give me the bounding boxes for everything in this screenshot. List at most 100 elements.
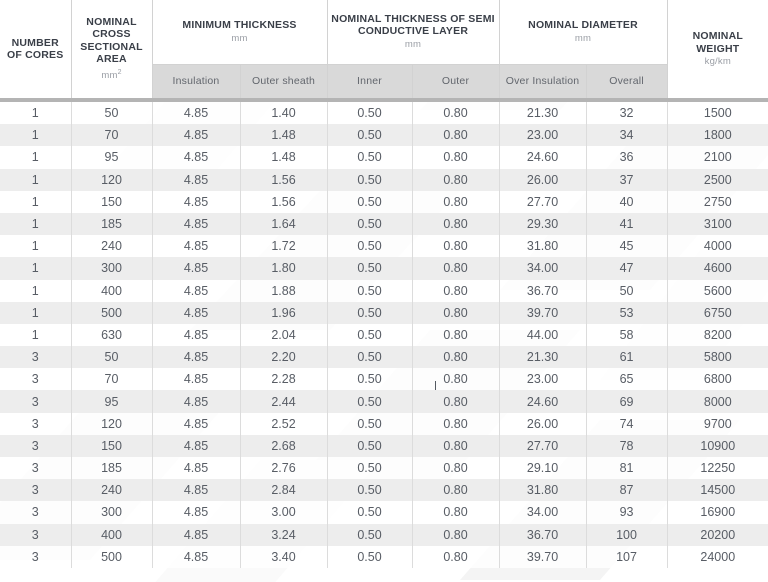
cell-nominal-weight: 2500 — [666, 168, 768, 191]
cell-outer-semi-conductive: 0.80 — [411, 412, 500, 435]
header-nominal-cross-sectional-area-label: NOMINAL CROSS SECTIONAL AREA — [80, 15, 143, 66]
cell-diameter-over-insulation: 21.30 — [498, 346, 587, 369]
cell-cores: 1 — [0, 301, 72, 324]
table-row: 1 185 4.85 1.64 0.50 0.80 29.30 41 3100 — [0, 212, 768, 236]
cell-overall-diameter: 69 — [585, 390, 668, 413]
cell-nominal-weight: 24000 — [666, 545, 768, 568]
table-row: 3 70 4.85 2.28 0.50 0.80 23.00 65 6800 — [0, 368, 768, 391]
cell-overall-diameter: 50 — [585, 279, 668, 302]
cell-insulation-thickness: 4.85 — [151, 501, 241, 524]
table-row: 1 240 4.85 1.72 0.50 0.80 31.80 45 4000 — [0, 235, 768, 258]
cell-nominal-weight: 9700 — [666, 412, 768, 435]
cell-insulation-thickness: 4.85 — [151, 479, 241, 502]
cell-overall-diameter: 45 — [585, 235, 668, 258]
header-minimum-thickness: MINIMUM THICKNESS mm — [151, 0, 328, 65]
header-minimum-thickness-unit: mm — [231, 32, 248, 44]
cell-insulation-thickness: 4.85 — [151, 168, 241, 191]
cell-overall-diameter: 47 — [585, 257, 668, 280]
cell-nominal-weight: 5600 — [666, 279, 768, 302]
cell-inner-semi-conductive: 0.50 — [326, 390, 413, 413]
cell-outer-sheath-thickness: 1.64 — [239, 212, 328, 236]
header-nominal-weight: NOMINAL WEIGHT kg/km — [666, 0, 768, 98]
cell-diameter-over-insulation: 34.00 — [498, 501, 587, 524]
cell-inner-semi-conductive: 0.50 — [326, 124, 413, 147]
cell-cross-sectional-area: 630 — [70, 323, 153, 347]
cell-outer-sheath-thickness: 2.28 — [239, 368, 328, 391]
cell-nominal-weight: 12250 — [666, 457, 768, 480]
cell-outer-sheath-thickness: 2.84 — [239, 479, 328, 502]
cell-outer-semi-conductive: 0.80 — [411, 545, 500, 568]
cell-inner-semi-conductive: 0.50 — [326, 301, 413, 324]
cell-diameter-over-insulation: 36.70 — [498, 523, 587, 546]
table-row: 1 95 4.85 1.48 0.50 0.80 24.60 36 2100 — [0, 146, 768, 169]
cell-cores: 3 — [0, 346, 72, 369]
subheader-over-insulation: Over Insulation — [498, 64, 587, 98]
cell-cross-sectional-area: 70 — [70, 368, 153, 391]
cell-diameter-over-insulation: 27.70 — [498, 190, 587, 213]
cell-insulation-thickness: 4.85 — [151, 301, 241, 324]
cell-outer-semi-conductive: 0.80 — [411, 501, 500, 524]
cell-diameter-over-insulation: 21.30 — [498, 102, 587, 125]
cable-specification-table: NUMBER OF CORES NOMINAL CROSS SECTIONAL … — [0, 0, 768, 568]
header-nominal-weight-label: NOMINAL WEIGHT — [692, 30, 743, 55]
header-minimum-thickness-label: MINIMUM THICKNESS — [182, 19, 297, 31]
cell-diameter-over-insulation: 36.70 — [498, 279, 587, 302]
cell-overall-diameter: 37 — [585, 168, 668, 191]
cell-outer-semi-conductive: 0.80 — [411, 390, 500, 413]
cell-cross-sectional-area: 240 — [70, 235, 153, 258]
cell-nominal-weight: 3100 — [666, 212, 768, 236]
cell-cross-sectional-area: 120 — [70, 412, 153, 435]
cell-inner-semi-conductive: 0.50 — [326, 190, 413, 213]
cell-inner-semi-conductive: 0.50 — [326, 212, 413, 236]
cell-outer-sheath-thickness: 2.20 — [239, 346, 328, 369]
cell-outer-semi-conductive: 0.80 — [411, 146, 500, 169]
cell-insulation-thickness: 4.85 — [151, 102, 241, 125]
cell-cores: 1 — [0, 190, 72, 213]
header-semi-conductive-layer-unit: mm — [404, 38, 422, 50]
cell-diameter-over-insulation: 39.70 — [498, 545, 587, 568]
cell-outer-semi-conductive: 0.80 — [411, 301, 500, 324]
cell-insulation-thickness: 4.85 — [151, 257, 241, 280]
table-row: 3 300 4.85 3.00 0.50 0.80 34.00 93 16900 — [0, 501, 768, 524]
cell-cores: 3 — [0, 412, 72, 435]
cell-cross-sectional-area: 185 — [70, 457, 153, 480]
cell-cores: 1 — [0, 257, 72, 280]
header-rule — [0, 98, 768, 102]
cell-insulation-thickness: 4.85 — [151, 457, 241, 480]
cell-diameter-over-insulation: 23.00 — [498, 124, 587, 147]
cell-cross-sectional-area: 50 — [70, 346, 153, 369]
cell-inner-semi-conductive: 0.50 — [326, 368, 413, 391]
cell-diameter-over-insulation: 23.00 — [498, 368, 587, 391]
table-row: 1 630 4.85 2.04 0.50 0.80 44.00 58 8200 — [0, 323, 768, 347]
table-row: 1 500 4.85 1.96 0.50 0.80 39.70 53 6750 — [0, 301, 768, 324]
cell-inner-semi-conductive: 0.50 — [326, 501, 413, 524]
cell-insulation-thickness: 4.85 — [151, 545, 241, 568]
cell-insulation-thickness: 4.85 — [151, 390, 241, 413]
cell-inner-semi-conductive: 0.50 — [326, 279, 413, 302]
cell-outer-semi-conductive: 0.80 — [411, 434, 500, 457]
table-row: 3 150 4.85 2.68 0.50 0.80 27.70 78 10900 — [0, 434, 768, 457]
table-row: 3 400 4.85 3.24 0.50 0.80 36.70 100 20200 — [0, 523, 768, 546]
cell-outer-semi-conductive: 0.80 — [411, 346, 500, 369]
cell-cross-sectional-area: 240 — [70, 479, 153, 502]
header-nominal-diameter: NOMINAL DIAMETER mm — [498, 0, 668, 65]
cell-cores: 1 — [0, 146, 72, 169]
cell-outer-semi-conductive: 0.80 — [411, 190, 500, 213]
cell-outer-semi-conductive: 0.80 — [411, 479, 500, 502]
cell-outer-semi-conductive: 0.80 — [411, 279, 500, 302]
header-group-row: NUMBER OF CORES NOMINAL CROSS SECTIONAL … — [0, 0, 768, 98]
cell-cross-sectional-area: 95 — [70, 390, 153, 413]
cell-cross-sectional-area: 400 — [70, 523, 153, 546]
header-semi-conductive-layer-label: NOMINAL THICKNESS OF SEMI CONDUCTIVE LAY… — [331, 12, 495, 38]
cell-outer-sheath-thickness: 1.56 — [239, 168, 328, 191]
cell-inner-semi-conductive: 0.50 — [326, 168, 413, 191]
cell-insulation-thickness: 4.85 — [151, 412, 241, 435]
cell-insulation-thickness: 4.85 — [151, 368, 241, 391]
cell-outer-sheath-thickness: 1.48 — [239, 124, 328, 147]
cell-cores: 3 — [0, 501, 72, 524]
table-row: 1 120 4.85 1.56 0.50 0.80 26.00 37 2500 — [0, 168, 768, 191]
cell-insulation-thickness: 4.85 — [151, 146, 241, 169]
cell-inner-semi-conductive: 0.50 — [326, 146, 413, 169]
cell-cores: 3 — [0, 457, 72, 480]
cell-insulation-thickness: 4.85 — [151, 235, 241, 258]
